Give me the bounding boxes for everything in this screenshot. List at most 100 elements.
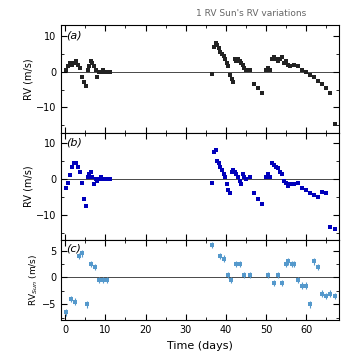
Point <box>64 185 69 191</box>
Point <box>95 178 100 184</box>
Point <box>90 60 95 66</box>
Point <box>251 190 257 196</box>
Point <box>288 63 293 69</box>
Point <box>106 69 111 75</box>
Point <box>267 67 273 73</box>
Point <box>315 194 321 200</box>
Point <box>213 40 219 46</box>
Point <box>211 149 217 155</box>
Point <box>217 164 223 170</box>
Point <box>280 171 285 176</box>
Point <box>283 180 289 185</box>
Point <box>209 180 215 185</box>
Point <box>312 192 317 198</box>
Text: 1 RV Sun's RV variations: 1 RV Sun's RV variations <box>196 9 306 18</box>
Point <box>320 189 325 194</box>
Point <box>91 63 97 69</box>
Point <box>240 62 246 67</box>
Point <box>221 171 226 176</box>
Y-axis label: RV$_{Sun}$ (m/s): RV$_{Sun}$ (m/s) <box>28 254 40 306</box>
Point <box>75 62 81 67</box>
Point <box>269 56 275 62</box>
Point <box>259 201 265 207</box>
Text: (c): (c) <box>67 244 82 254</box>
Point <box>213 148 219 153</box>
Point <box>101 67 106 73</box>
Point <box>233 58 239 64</box>
Point <box>332 226 337 232</box>
Point <box>73 58 79 64</box>
Point <box>304 69 309 75</box>
Point <box>242 174 247 180</box>
X-axis label: Time (days): Time (days) <box>167 341 233 351</box>
Point <box>230 80 236 85</box>
Point <box>217 49 223 55</box>
Point <box>216 160 222 166</box>
Point <box>84 83 89 89</box>
Point <box>77 169 83 175</box>
Point <box>103 69 108 75</box>
Point <box>69 164 75 170</box>
Text: (b): (b) <box>67 138 82 148</box>
Point <box>296 180 301 185</box>
Point <box>328 90 333 96</box>
Point <box>98 69 104 75</box>
Point <box>86 67 91 73</box>
Y-axis label: RV (m/s): RV (m/s) <box>23 165 33 207</box>
Point <box>235 174 241 180</box>
Point <box>255 85 261 91</box>
Point <box>227 190 233 196</box>
Point <box>101 176 106 182</box>
Point <box>93 176 98 182</box>
Point <box>243 67 249 73</box>
Point <box>104 176 110 182</box>
Point <box>69 62 75 67</box>
Point <box>273 164 279 170</box>
Point <box>221 53 226 58</box>
Point <box>80 180 85 185</box>
Point <box>66 180 71 185</box>
Point <box>242 65 247 71</box>
Point <box>233 171 239 176</box>
Point <box>80 74 85 80</box>
Point <box>209 71 215 76</box>
Point <box>224 60 230 66</box>
Point <box>277 56 283 62</box>
Point <box>87 63 92 69</box>
Point <box>214 158 220 164</box>
Point <box>299 185 305 191</box>
Point <box>64 67 69 73</box>
Point <box>247 174 253 180</box>
Point <box>265 65 271 71</box>
Point <box>227 72 233 78</box>
Point <box>95 74 100 80</box>
Point <box>229 169 235 175</box>
Point <box>219 51 225 57</box>
Point <box>96 176 102 182</box>
Point <box>232 169 238 175</box>
Point <box>88 58 94 64</box>
Point <box>91 181 97 187</box>
Point <box>283 58 289 64</box>
Point <box>71 160 77 166</box>
Point <box>247 67 253 73</box>
Text: (a): (a) <box>67 31 82 41</box>
Point <box>280 54 285 60</box>
Point <box>232 56 238 62</box>
Point <box>237 58 243 64</box>
Point <box>107 69 113 75</box>
Point <box>71 60 77 66</box>
Point <box>267 174 273 180</box>
Point <box>103 176 108 182</box>
Point <box>86 174 91 180</box>
Point <box>238 60 244 66</box>
Point <box>324 190 329 196</box>
Point <box>275 166 281 171</box>
Point <box>272 54 277 60</box>
Point <box>291 62 297 67</box>
Point <box>211 44 217 50</box>
Point <box>265 171 271 176</box>
Point <box>299 67 305 73</box>
Point <box>222 56 228 62</box>
Point <box>324 85 329 91</box>
